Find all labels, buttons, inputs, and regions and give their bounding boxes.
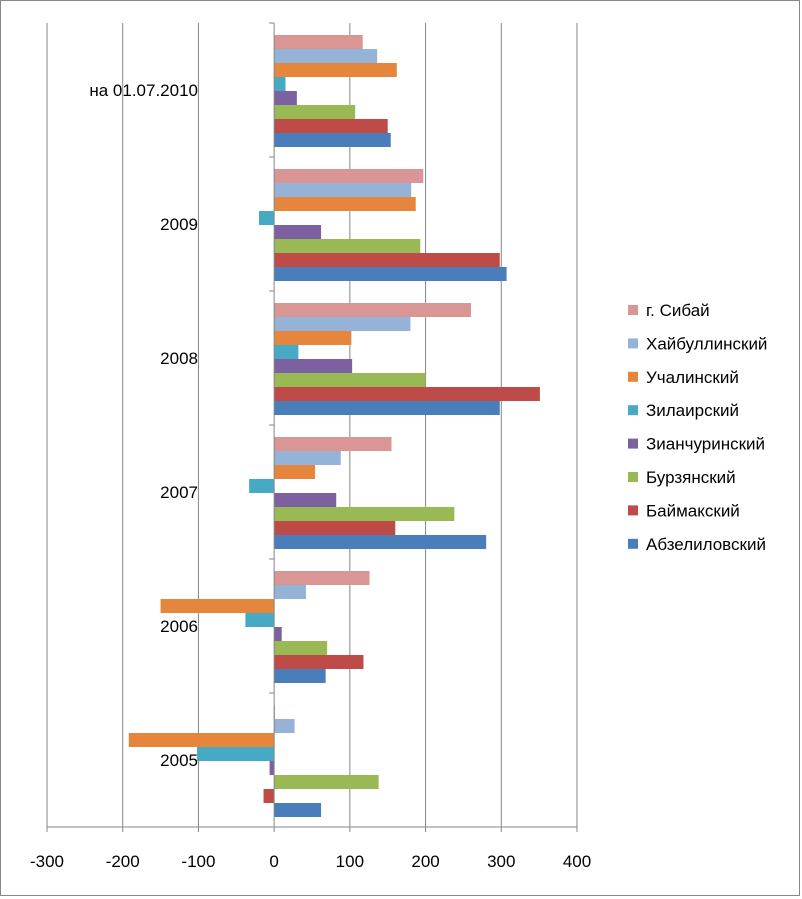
bar: [274, 627, 282, 641]
x-tick-label: -200: [106, 852, 140, 871]
bar: [274, 133, 391, 147]
x-tick-label: 100: [336, 852, 364, 871]
gridlines: [46, 23, 578, 832]
category-label: 2005: [160, 751, 198, 770]
bar: [274, 183, 412, 197]
category-label: 2008: [160, 349, 198, 368]
legend-label: Абзелиловский: [646, 535, 766, 554]
bar: [274, 803, 322, 817]
axes: [47, 22, 577, 828]
bar: [274, 451, 341, 465]
bar: [269, 761, 275, 775]
bar: [274, 105, 356, 119]
bar: [274, 437, 392, 451]
legend-swatch: [628, 405, 638, 416]
bar: [274, 493, 337, 507]
bars: [128, 35, 540, 817]
bar: [274, 169, 424, 183]
bar: [274, 507, 455, 521]
x-tick-label: 200: [411, 852, 439, 871]
legend-label: Учалинский: [646, 368, 739, 387]
x-tick-label: 0: [269, 852, 278, 871]
bar: [274, 373, 426, 387]
bar: [274, 317, 411, 331]
category-label: 2007: [160, 483, 198, 502]
legend-label: Бурзянский: [646, 468, 736, 487]
legend-label: Баймакский: [646, 501, 740, 520]
bar: [274, 521, 396, 535]
bar: [274, 641, 328, 655]
bar: [274, 119, 388, 133]
bar: [274, 401, 500, 415]
bar: [274, 77, 286, 91]
legend-label: Зилаирский: [646, 401, 739, 420]
bar: [274, 331, 352, 345]
bar: [196, 747, 275, 761]
bar: [245, 613, 275, 627]
legend-swatch: [628, 472, 638, 482]
bar: [274, 719, 295, 733]
x-tick-label: 400: [563, 852, 591, 871]
bar: [274, 197, 416, 211]
legend-swatch: [628, 538, 638, 549]
bar: [259, 211, 275, 225]
bar: [274, 535, 487, 549]
legend: г. Сибай Хайбуллинский Учалинский Зилаирски…: [628, 301, 767, 554]
legend-label: Хайбуллинский: [646, 334, 767, 353]
bar: [274, 669, 326, 683]
legend-swatch: [628, 438, 638, 449]
bar: [274, 585, 306, 599]
bar: [274, 345, 299, 359]
x-tick-label: 300: [487, 852, 515, 871]
legend-swatch: [628, 371, 638, 382]
x-tick-label: -100: [181, 852, 215, 871]
bar: [274, 35, 363, 49]
bar: [274, 267, 507, 281]
bar: [274, 63, 397, 77]
bar: [274, 775, 379, 789]
x-tick-labels: -300 -200 -100 0 100 200 300 400: [30, 852, 591, 871]
legend-label: г. Сибай: [646, 301, 710, 320]
legend-swatch: [628, 338, 638, 349]
bar: [274, 253, 500, 267]
bar: [274, 49, 378, 63]
category-label: 2006: [160, 617, 198, 636]
category-labels: 2005 2006 2007 2008 2009 на 01.07.2010: [89, 81, 198, 770]
bar: [160, 599, 275, 613]
bar: [263, 789, 275, 803]
bar: [274, 359, 353, 373]
bar: [274, 571, 370, 585]
x-tick-label: -300: [30, 852, 64, 871]
legend-label: Зианчуринский: [646, 435, 765, 454]
bar: [274, 239, 421, 253]
bar: [274, 303, 471, 317]
bar: [274, 91, 297, 105]
category-label: на 01.07.2010: [89, 81, 198, 100]
category-label: 2009: [160, 215, 198, 234]
bar: [274, 655, 364, 669]
bar: [274, 387, 540, 401]
legend-swatch: [628, 305, 638, 315]
bar: [128, 733, 275, 747]
bar: [274, 225, 322, 239]
bar: [274, 465, 316, 479]
legend-swatch: [628, 505, 638, 516]
bar: [249, 479, 275, 493]
